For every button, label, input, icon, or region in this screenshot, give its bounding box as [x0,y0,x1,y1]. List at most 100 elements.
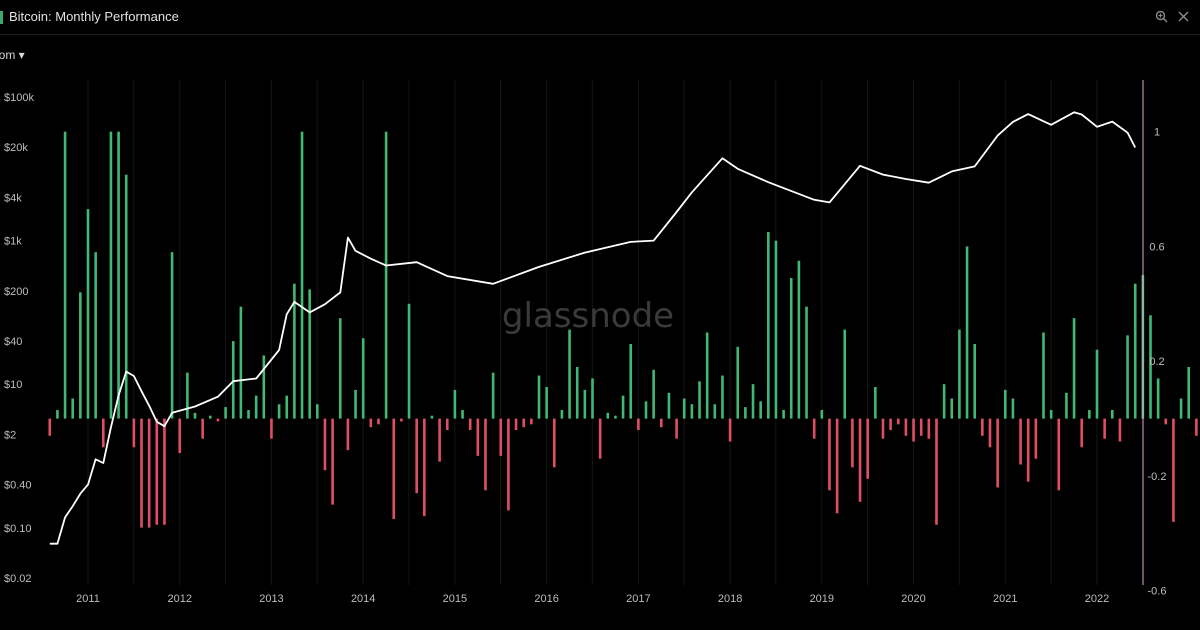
x-tick-label: 2011 [76,593,100,605]
y-left-tick-label: $200 [4,286,28,298]
return-bar [308,289,311,419]
return-bar [965,246,969,419]
return-bar [1019,418,1022,465]
return-bar [224,407,227,419]
return-bar [338,318,342,419]
return-bar [1172,418,1175,522]
return-bar [1057,418,1061,491]
return-bar [958,329,961,419]
return-bar [71,398,75,419]
return-bar [285,395,289,419]
return-bar [1126,335,1129,419]
x-tick-label: 2012 [167,593,191,605]
return-bar [637,418,640,431]
return-bar [63,131,67,419]
return-bar [132,418,136,448]
close-icon[interactable] [1177,10,1190,23]
return-bar [721,375,724,419]
return-bar [124,174,128,419]
return-bar [728,418,732,442]
return-bar [812,418,816,439]
zoom-in-icon[interactable] [1155,10,1168,23]
return-bar [369,418,373,428]
return-bar [461,409,464,419]
return-bar [293,283,296,419]
return-bar [682,398,686,419]
y-right-tick-label: 1 [1154,127,1160,139]
return-bar [499,418,503,456]
return-bar [789,277,793,419]
return-bar [614,415,617,419]
return-bar [1195,418,1198,436]
return-bar [323,418,327,471]
return-bar [606,412,610,419]
return-bar [1026,418,1030,482]
return-bar [1042,332,1045,419]
return-bar [476,418,480,456]
return-bar [973,343,976,419]
return-bar [109,131,113,419]
return-bar [163,418,166,525]
return-bar [935,418,938,525]
return-bar [629,343,633,419]
return-bar [1164,418,1168,425]
monthly-return-bars [48,131,1198,528]
x-tick-label: 2014 [351,593,375,605]
return-bar [736,346,740,419]
y-right-tick-label: -0.2 [1148,471,1167,483]
return-bar [1118,418,1122,442]
x-tick-label: 2018 [718,593,742,605]
return-bar [262,355,266,419]
zoom-dropdown[interactable]: oom ▾ [0,48,25,62]
return-bar [805,306,808,419]
return-bar [644,401,648,419]
return-bar [1049,409,1053,419]
watermark: glassnode [502,296,674,336]
return-bar [331,418,334,505]
return-bar [178,418,182,454]
return-bar [1110,409,1114,419]
return-bar [1011,398,1015,419]
x-tick-label: 2019 [810,593,834,605]
y-right-tick-label: -0.6 [1148,586,1167,598]
right-return-axis: 1 0.6 0.2 -0.2 -0.6 [1148,127,1167,598]
return-bar [851,418,854,468]
return-bar [675,418,678,439]
return-bar [904,418,908,436]
return-bar [170,252,174,419]
return-bar [254,395,258,419]
return-bar [186,372,189,419]
return-bar [598,418,602,459]
return-bar [491,372,495,419]
return-bar [1003,389,1007,419]
return-bar [652,369,655,419]
return-bar [300,131,304,419]
return-bar [591,378,594,419]
y-left-tick-label: $0.40 [4,480,32,492]
return-bar [247,409,250,419]
y-left-tick-label: $4k [4,192,22,204]
x-tick-label: 2017 [626,593,650,605]
return-bar [927,418,931,439]
header-divider [0,34,1200,35]
return-bar [774,240,778,419]
return-bar [507,418,510,511]
return-bar [545,387,548,419]
return-bar [874,387,877,419]
return-bar [1156,378,1160,419]
return-bar [744,407,747,419]
return-bar [782,409,785,419]
y-left-tick-label: $0.10 [4,523,32,535]
return-bar [346,418,350,451]
return-bar [820,409,824,419]
return-bar [231,341,235,419]
return-bar [270,418,273,439]
return-bar [835,418,839,514]
x-tick-label: 2022 [1085,593,1109,605]
return-bar [377,418,380,425]
return-bar [828,418,831,491]
return-bar [201,418,204,439]
return-bar [866,418,869,479]
x-tick-label: 2016 [534,593,558,605]
